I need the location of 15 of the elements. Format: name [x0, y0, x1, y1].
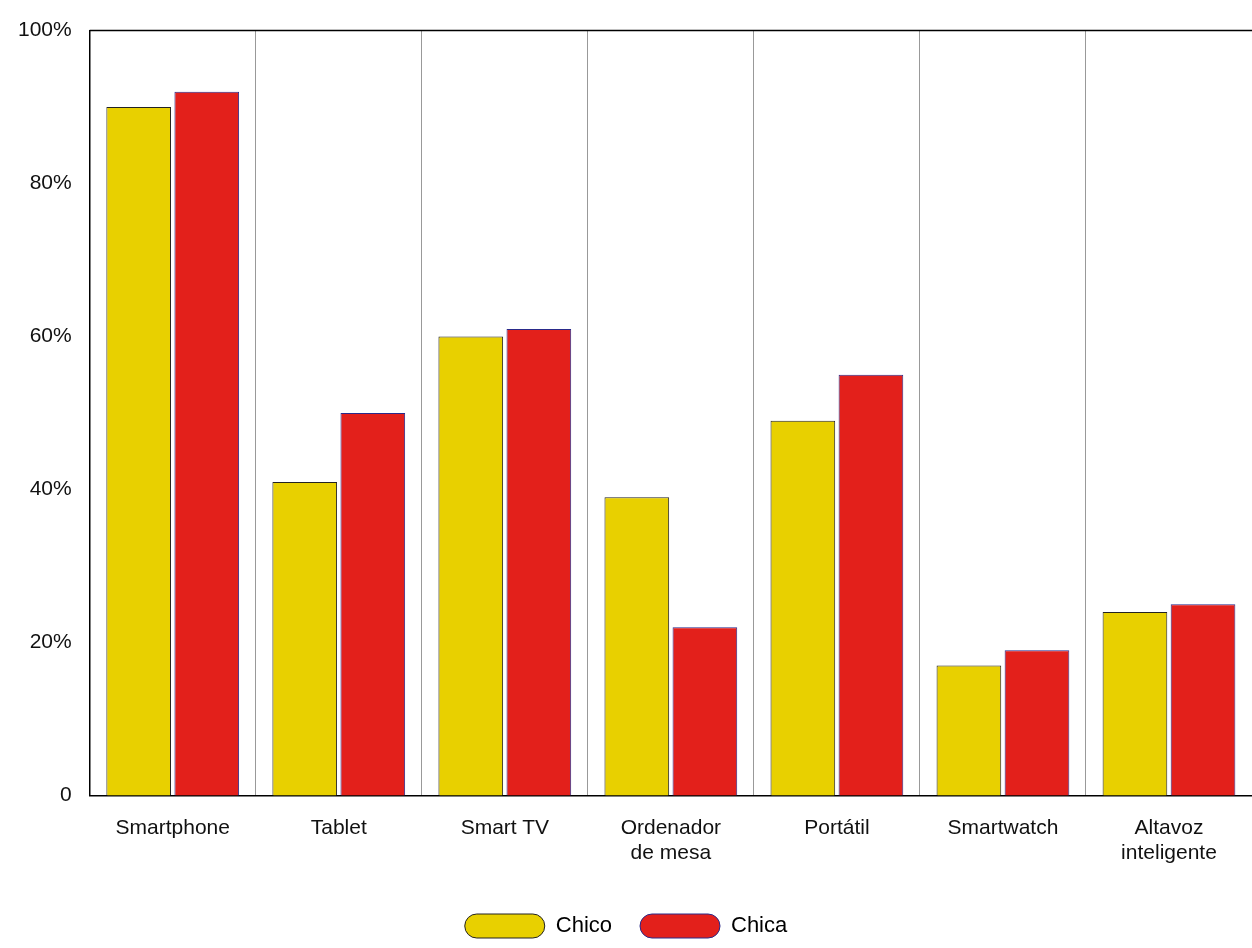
x-tick-label: Smart TV — [460, 815, 549, 838]
y-tick-label: 80% — [29, 170, 72, 194]
x-tick-label: Tablet — [310, 815, 367, 838]
x-tick-label: Altavoz inteligente — [1121, 815, 1217, 864]
y-tick-label: 20% — [29, 629, 72, 653]
x-tick-label: Smartwatch — [947, 815, 1059, 838]
legend-label: Chico — [555, 912, 612, 938]
y-tick-label: 100% — [17, 17, 72, 41]
y-tick-label: 60% — [29, 323, 72, 347]
x-tick-label: Ordenador de mesa — [620, 815, 722, 864]
x-tick-label: Smartphone — [115, 815, 230, 838]
x-tick-label: Portátil — [804, 815, 870, 838]
y-tick-label: 0 — [60, 782, 72, 806]
y-tick-label: 40% — [29, 476, 72, 500]
legend-label: Chica — [731, 912, 789, 938]
